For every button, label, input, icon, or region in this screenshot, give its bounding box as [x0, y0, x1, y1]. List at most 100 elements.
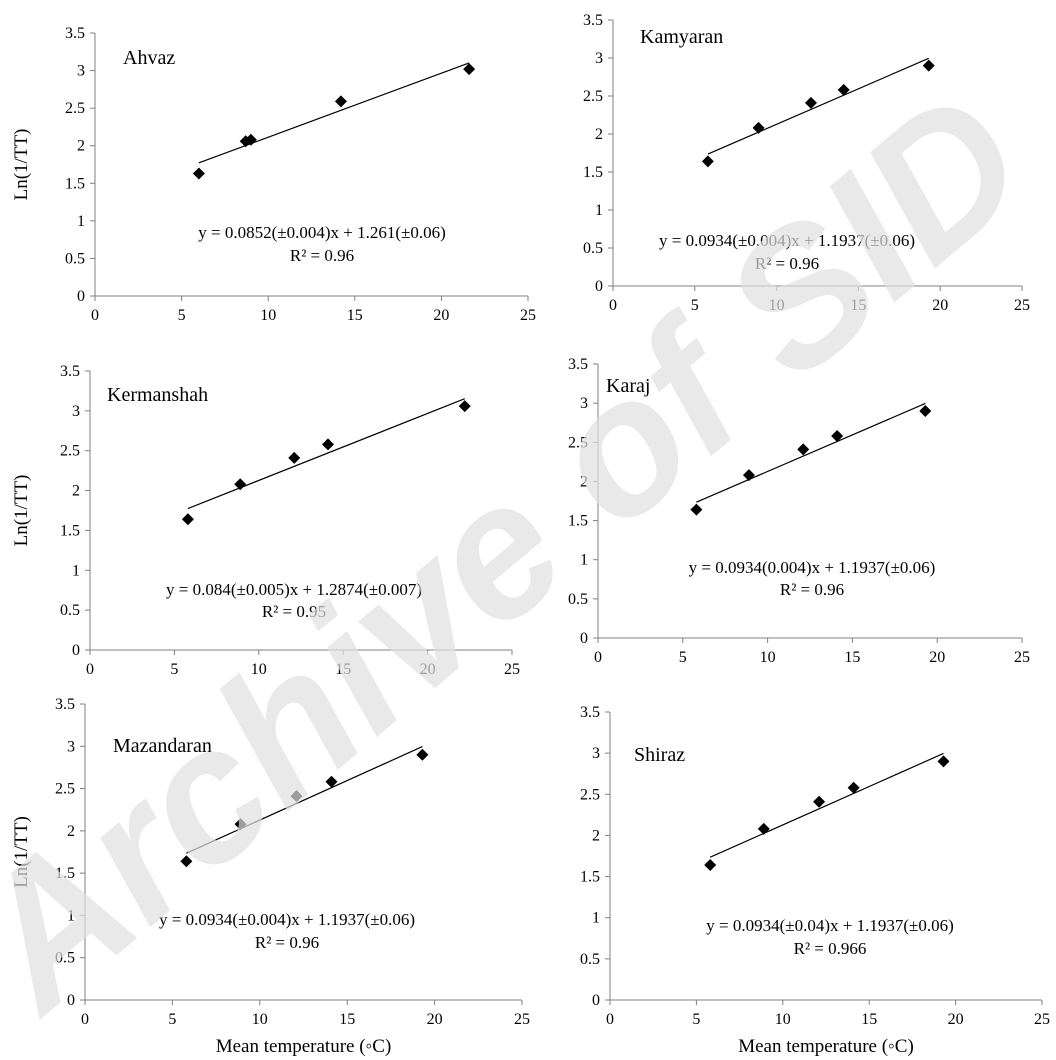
data-point: [458, 400, 471, 413]
y-tick-label: 1.5: [580, 869, 600, 886]
r-squared-label: R² = 0.966: [794, 939, 867, 958]
y-tick-label: 3.5: [60, 363, 80, 380]
regression-equation: y = 0.0934(±0.004)x + 1.1937(±0.06): [659, 231, 915, 250]
data-point: [234, 478, 247, 491]
chart-panel-3: 0 0.5 1 1.5 2 2.5 3 3.5 0 5 10 15 20 25 Kermanshah y = …: [11, 363, 520, 678]
x-tick-label: 20: [433, 307, 449, 324]
y-tick-label: 2.5: [583, 88, 603, 105]
y-axis-label: Ln(1/TT): [11, 129, 32, 201]
x-tick-label: 25: [514, 1011, 530, 1028]
x-tick-label: 20: [427, 1011, 443, 1028]
data-point: [180, 855, 193, 868]
r-squared-label: R² = 0.95: [262, 602, 326, 621]
y-tick-label: 1.5: [65, 175, 85, 192]
y-tick-label: 3.5: [65, 25, 85, 42]
data-point: [922, 59, 935, 72]
y-axis-label: Ln(1/TT): [11, 475, 32, 547]
regression-equation: y = 0.0934(±0.04)x + 1.1937(±0.06): [706, 916, 953, 935]
chart-title: Kermanshah: [107, 384, 208, 406]
y-tick-label: 1.5: [583, 164, 603, 181]
chart-panel-4: 0 0.5 1 1.5 2 2.5 3 3.5 0 5 10 15 20 25 Karaj y = 0.093…: [568, 356, 1030, 666]
y-tick-label: 3.5: [55, 696, 75, 713]
data-point: [290, 790, 303, 803]
regression-equation: y = 0.0934(±0.004)x + 1.1937(±0.06): [159, 910, 415, 929]
y-tick-label: 2: [72, 483, 80, 500]
y-tick-label: 1.5: [60, 522, 80, 539]
data-point: [831, 430, 844, 443]
trendline: [707, 57, 929, 155]
data-point: [752, 121, 765, 134]
y-tick-label: 2.5: [55, 781, 75, 798]
chart-title: Shiraz: [634, 744, 685, 766]
x-tick-label: 25: [1014, 297, 1030, 314]
regression-equation: y = 0.0852(±0.004)x + 1.261(±0.06): [198, 223, 445, 242]
x-tick-label: 5: [691, 297, 699, 314]
data-point: [701, 155, 714, 168]
data-point: [742, 469, 755, 482]
trendline: [186, 746, 423, 854]
x-tick-label: 15: [347, 307, 363, 324]
chart-panel-5: 0 0.5 1 1.5 2 2.5 3 3.5 0 5 10 15 20 25 Mazandaran y = …: [11, 696, 530, 1057]
y-tick-label: 0.5: [55, 950, 75, 967]
data-point: [244, 133, 257, 146]
x-tick-label: 15: [339, 1011, 355, 1028]
y-tick-label: 1: [72, 562, 80, 579]
chart-panel-1: 0 0.5 1 1.5 2 2.5 3 3.5 0 5 10 15 20 25 Ahvaz y = 0.085…: [11, 25, 536, 324]
x-tick-label: 10: [775, 1011, 791, 1028]
x-tick-label: 5: [168, 1011, 176, 1028]
x-tick-label: 25: [1014, 649, 1030, 666]
data-point: [937, 755, 950, 768]
data-point: [690, 503, 703, 516]
r-squared-label: R² = 0.96: [290, 246, 354, 265]
x-tick-label: 5: [170, 661, 178, 678]
x-tick-label: 0: [594, 649, 602, 666]
data-point: [847, 781, 860, 794]
y-tick-label: 0.5: [65, 250, 85, 267]
y-tick-label: 1.5: [568, 513, 588, 530]
chart-title: Kamyaran: [640, 26, 723, 48]
x-axis-label: Mean temperature (◦C): [738, 1036, 914, 1057]
data-point: [463, 63, 476, 76]
y-tick-label: 1: [67, 907, 75, 924]
data-point: [234, 818, 247, 831]
data-point: [181, 513, 194, 526]
y-tick-label: 3.5: [583, 12, 603, 29]
y-tick-label: 0: [67, 992, 75, 1009]
x-tick-label: 0: [81, 1011, 89, 1028]
x-tick-label: 0: [86, 661, 94, 678]
y-tick-label: 2: [595, 126, 603, 143]
y-tick-label: 1: [77, 213, 85, 230]
data-point: [416, 748, 429, 761]
y-tick-label: 2: [77, 138, 85, 155]
x-tick-label: 20: [932, 297, 948, 314]
y-tick-label: 0: [592, 992, 600, 1009]
x-tick-label: 10: [760, 649, 776, 666]
y-tick-label: 2: [592, 827, 600, 844]
y-tick-label: 2: [67, 823, 75, 840]
chart-title: Ahvaz: [123, 47, 175, 69]
x-tick-label: 0: [91, 307, 99, 324]
x-tick-label: 25: [520, 307, 536, 324]
data-point: [804, 96, 817, 109]
chart-title: Mazandaran: [113, 735, 212, 757]
y-tick-label: 0: [580, 630, 588, 647]
chart-panel-6: 0 0.5 1 1.5 2 2.5 3 3.5 0 5 10 15 20 25 Shiraz y = 0.09…: [580, 704, 1050, 1057]
data-point: [322, 438, 335, 451]
y-tick-label: 3: [592, 745, 600, 762]
x-tick-label: 0: [606, 1011, 614, 1028]
trendline: [187, 398, 465, 510]
y-tick-label: 3: [580, 395, 588, 412]
y-tick-label: 3: [72, 403, 80, 420]
y-tick-label: 0.5: [583, 240, 603, 257]
x-tick-label: 20: [948, 1011, 964, 1028]
x-tick-label: 15: [861, 1011, 877, 1028]
data-point: [192, 167, 205, 180]
y-tick-label: 0.5: [60, 602, 80, 619]
r-squared-label: R² = 0.96: [255, 933, 319, 952]
y-tick-label: 0.5: [568, 591, 588, 608]
y-tick-label: 2.5: [568, 434, 588, 451]
data-point: [837, 83, 850, 96]
trendline: [198, 62, 470, 164]
data-point: [325, 775, 338, 788]
y-tick-label: 3: [77, 63, 85, 80]
